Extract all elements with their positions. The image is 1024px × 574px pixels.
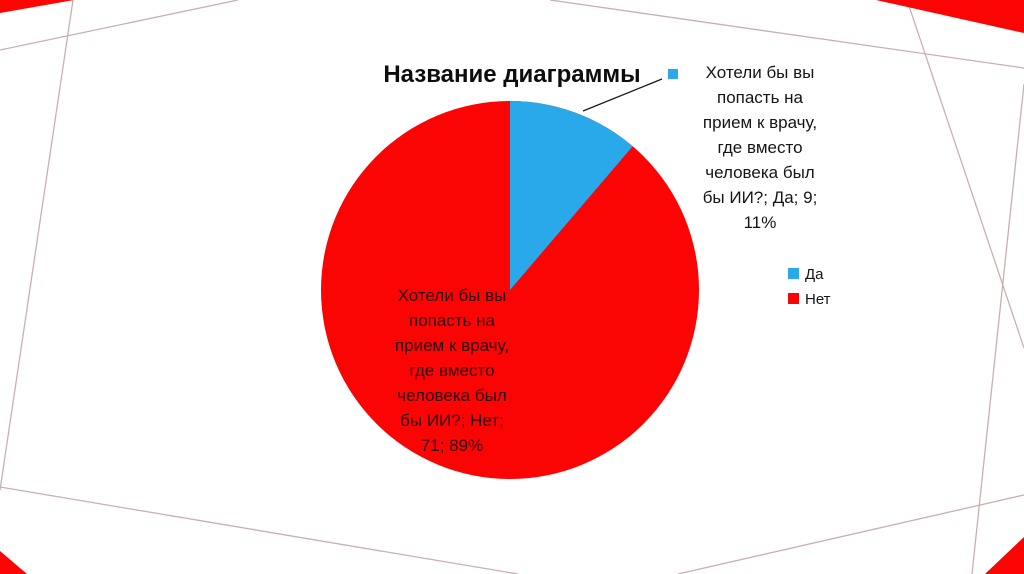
decor-line bbox=[971, 83, 1024, 574]
decor-line bbox=[0, 486, 519, 574]
decor-line bbox=[906, 0, 1024, 349]
legend-label: Нет bbox=[805, 290, 831, 308]
pie-slice-yes bbox=[510, 101, 633, 290]
corner-accent-top-right bbox=[876, 0, 1024, 33]
decor-line bbox=[0, 0, 74, 491]
corner-accent-top-left bbox=[0, 0, 74, 13]
decor-line bbox=[677, 494, 1024, 574]
legend-label: Да bbox=[805, 265, 824, 283]
legend-item-no: Нет bbox=[788, 286, 831, 311]
corner-accent-bottom-left bbox=[0, 551, 27, 574]
pie-label-yes: Хотели бы вы попасть на прием к врачу, г… bbox=[702, 63, 818, 232]
label-leader-line bbox=[582, 78, 663, 112]
yes-label-key-icon bbox=[668, 69, 678, 79]
legend-item-yes: Да bbox=[788, 261, 831, 286]
chart-legend: Да Нет bbox=[788, 261, 831, 311]
legend-key-yes-icon bbox=[788, 268, 799, 279]
decor-line bbox=[549, 0, 1024, 69]
pie-label-no: Хотели бы вы попасть на прием к врачу, г… bbox=[394, 286, 510, 455]
chart-title: Название диаграммы bbox=[383, 61, 641, 88]
legend-key-no-icon bbox=[788, 293, 799, 304]
decor-line bbox=[0, 0, 239, 51]
corner-accent-bottom-right bbox=[985, 537, 1024, 574]
